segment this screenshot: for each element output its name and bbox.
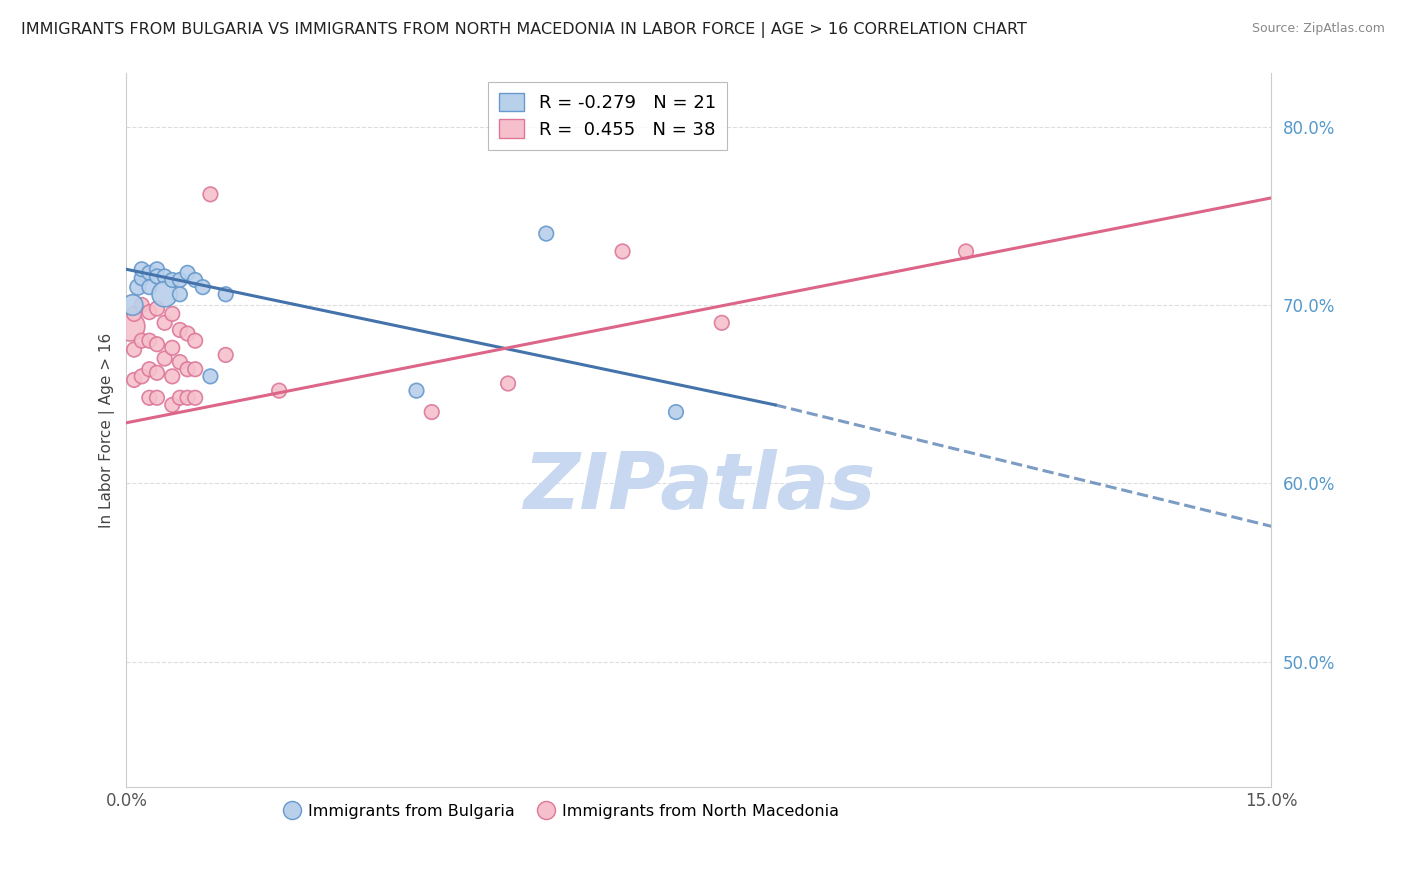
Point: [120, 319, 142, 334]
Point: [955, 244, 977, 259]
Point: [131, 271, 153, 285]
Point: [200, 369, 222, 384]
Point: [122, 307, 145, 321]
Point: [138, 391, 160, 405]
Point: [146, 366, 169, 380]
Point: [131, 262, 153, 277]
Point: [169, 391, 191, 405]
Point: [153, 316, 176, 330]
Point: [146, 301, 169, 316]
Point: [184, 334, 207, 348]
Point: [176, 266, 198, 280]
Point: [200, 187, 222, 202]
Point: [184, 362, 207, 376]
Point: [536, 227, 558, 241]
Point: [153, 287, 176, 301]
Point: [146, 269, 169, 284]
Legend: Immigrants from Bulgaria, Immigrants from North Macedonia: Immigrants from Bulgaria, Immigrants fro…: [277, 797, 845, 825]
Point: [420, 405, 443, 419]
Point: [176, 362, 198, 376]
Point: [215, 348, 238, 362]
Point: [162, 307, 184, 321]
Point: [138, 362, 160, 376]
Point: [162, 369, 184, 384]
Point: [176, 326, 198, 341]
Point: [153, 351, 176, 366]
Point: [176, 391, 198, 405]
Point: [169, 273, 191, 287]
Point: [162, 273, 184, 287]
Point: [122, 373, 145, 387]
Point: [121, 298, 143, 312]
Point: [122, 343, 145, 357]
Point: [496, 376, 519, 391]
Point: [169, 287, 191, 301]
Point: [710, 316, 733, 330]
Point: [665, 405, 688, 419]
Point: [127, 280, 149, 294]
Point: [184, 391, 207, 405]
Point: [131, 334, 153, 348]
Point: [162, 341, 184, 355]
Point: [405, 384, 427, 398]
Point: [169, 355, 191, 369]
Point: [146, 262, 169, 277]
Point: [138, 280, 160, 294]
Point: [162, 398, 184, 412]
Point: [191, 280, 214, 294]
Point: [169, 323, 191, 337]
Point: [612, 244, 634, 259]
Point: [146, 337, 169, 351]
Point: [138, 334, 160, 348]
Point: [146, 391, 169, 405]
Text: IMMIGRANTS FROM BULGARIA VS IMMIGRANTS FROM NORTH MACEDONIA IN LABOR FORCE | AGE: IMMIGRANTS FROM BULGARIA VS IMMIGRANTS F…: [21, 22, 1026, 38]
Point: [131, 369, 153, 384]
Point: [269, 384, 291, 398]
Y-axis label: In Labor Force | Age > 16: In Labor Force | Age > 16: [100, 333, 115, 527]
Point: [138, 266, 160, 280]
Point: [131, 298, 153, 312]
Text: Source: ZipAtlas.com: Source: ZipAtlas.com: [1251, 22, 1385, 36]
Text: ZIPatlas: ZIPatlas: [523, 449, 875, 525]
Point: [153, 269, 176, 284]
Point: [215, 287, 238, 301]
Point: [138, 305, 160, 319]
Point: [184, 273, 207, 287]
